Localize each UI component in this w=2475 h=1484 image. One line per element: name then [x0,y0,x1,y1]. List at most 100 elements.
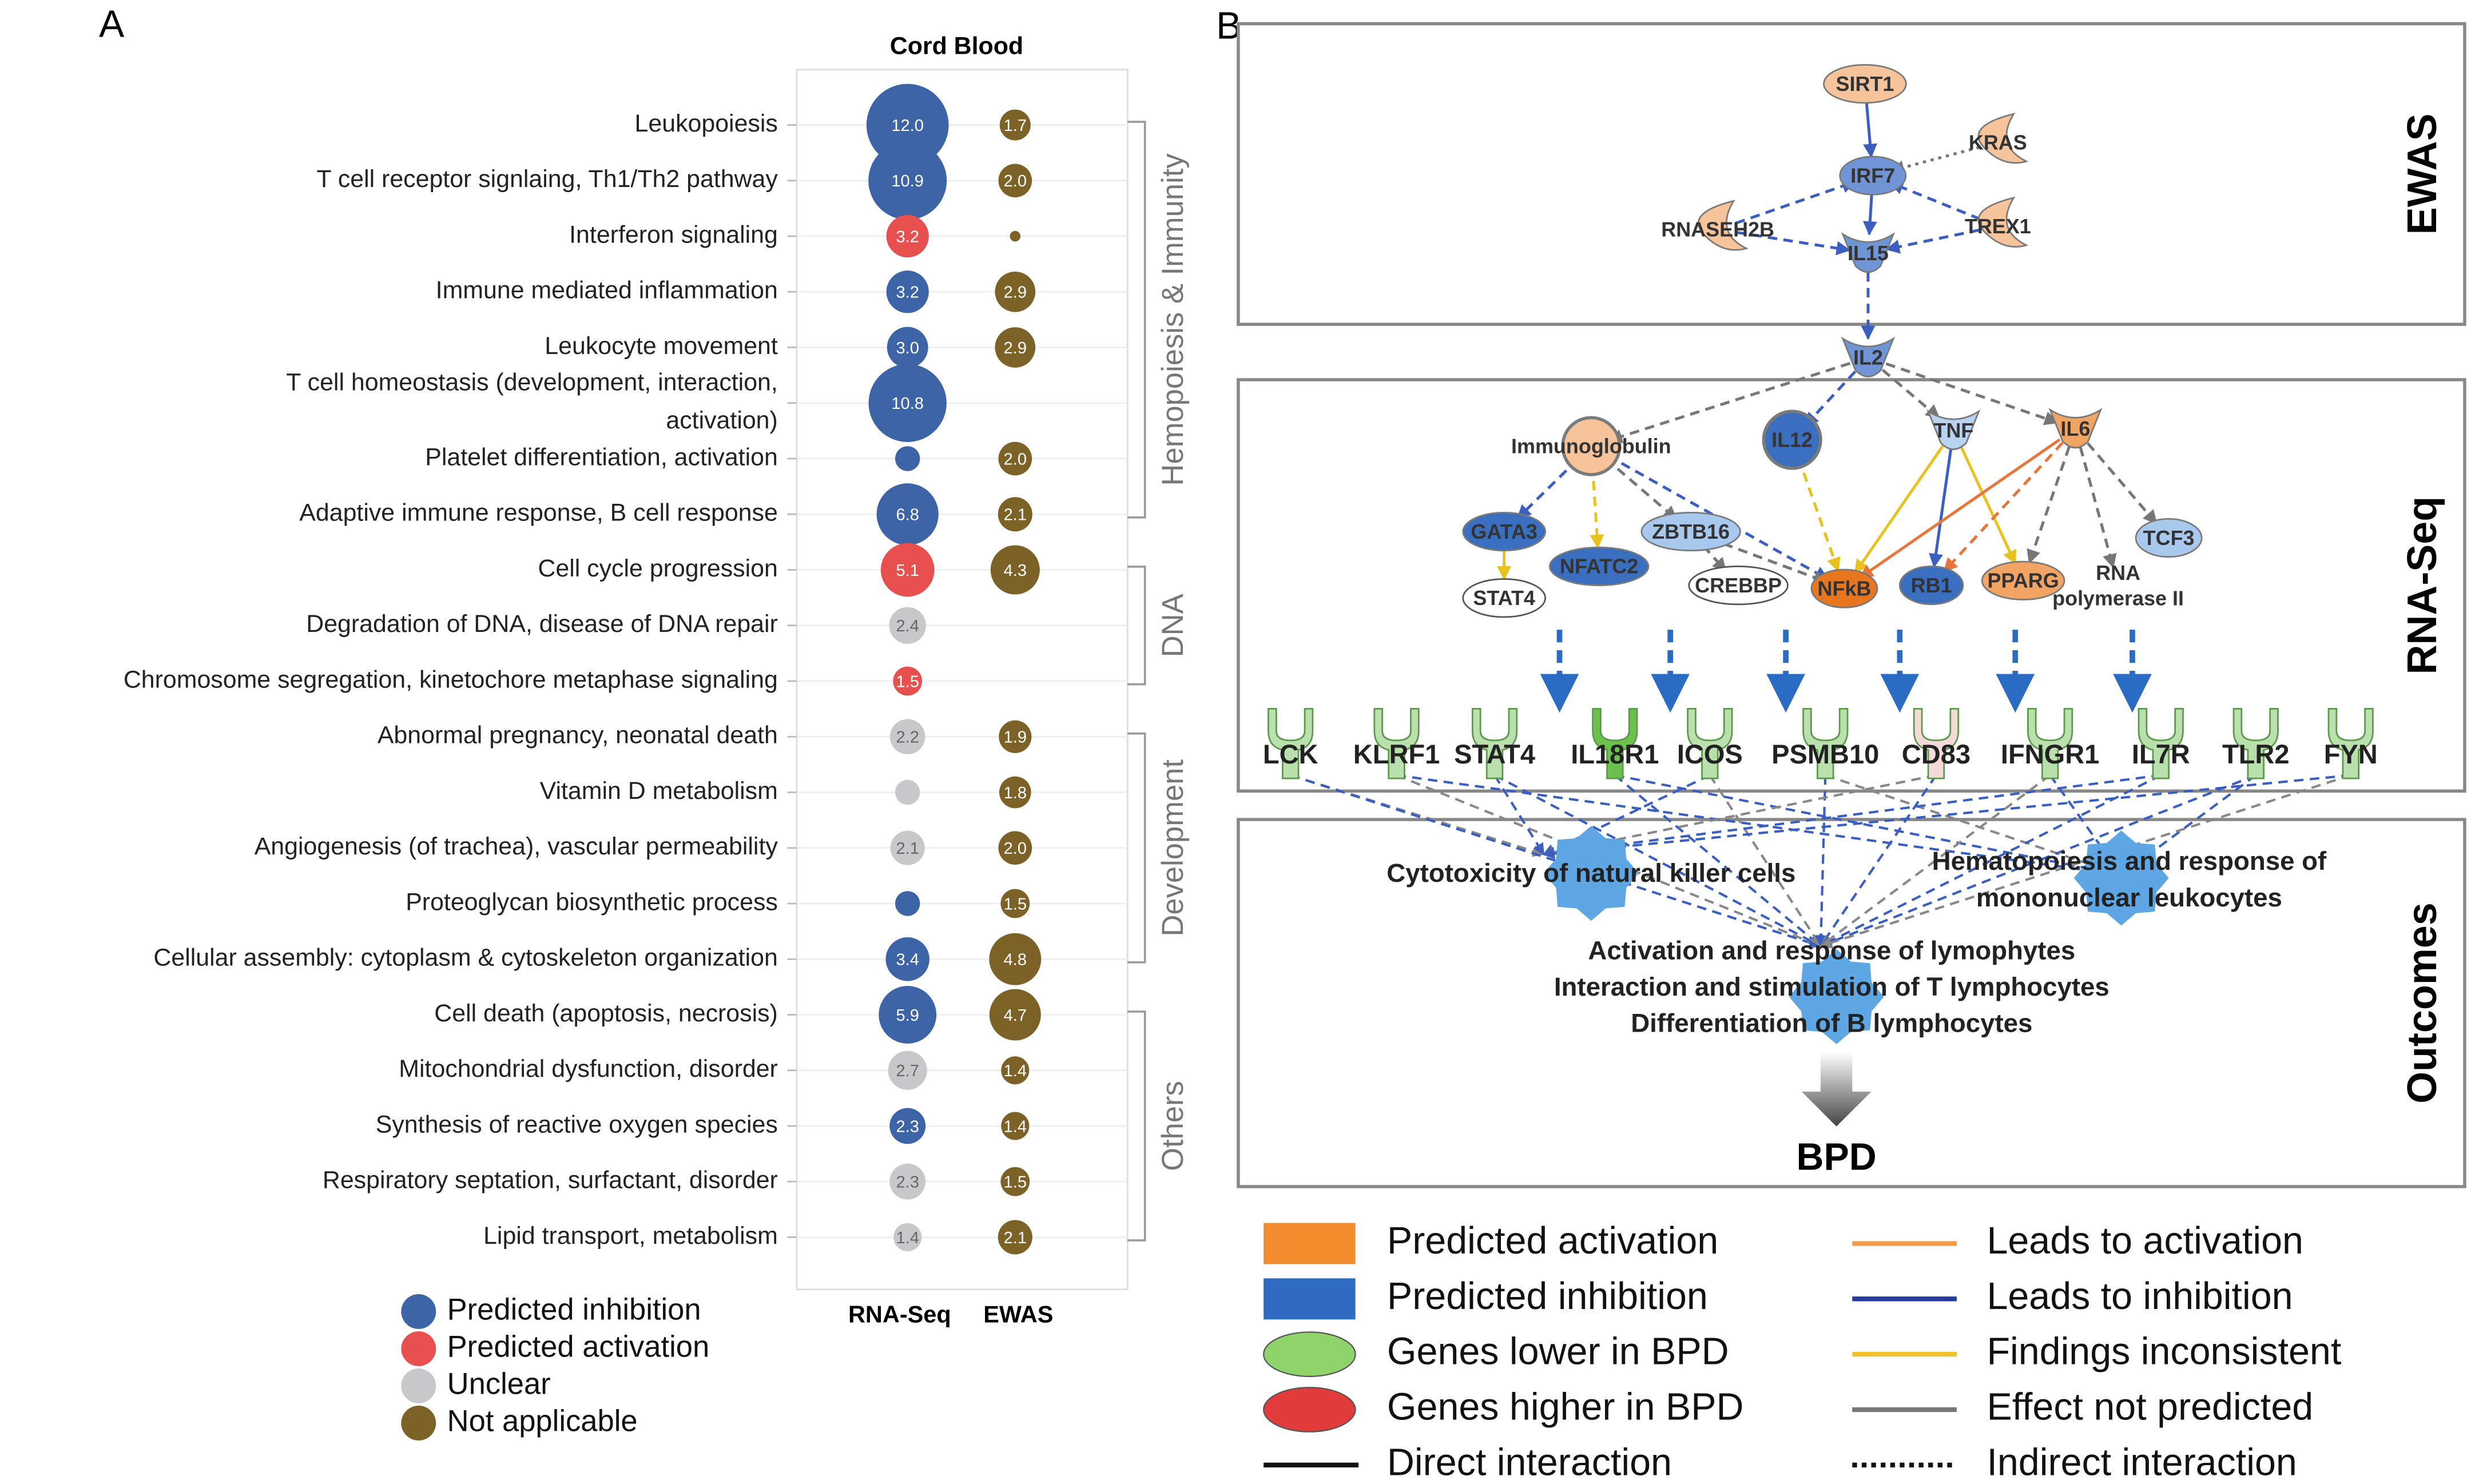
edge [1960,447,2017,565]
node-label: RB1 [1911,574,1952,597]
node-label: ZBTB16 [1652,520,1730,543]
gene-label: CD83 [1902,739,1971,769]
node-shape [1898,566,1964,606]
value-label: 1.5 [1004,895,1027,913]
category-label: Synthesis of reactive oxygen species [376,1111,778,1138]
node-shape [1841,336,1896,377]
node-shape [1548,546,1650,586]
node-shape [1926,409,1981,451]
edge [2087,442,2158,525]
node-label: GATA3 [1471,520,1538,543]
gene-label: PSMB10 [1771,739,1879,769]
value-label: 3.2 [896,284,919,302]
bubble [998,1220,1032,1255]
node-label: TNF [1933,419,1973,442]
section-box [1237,378,2466,793]
node-label: KRAS [1969,130,2027,154]
gene-shape [1802,708,1849,779]
value-label: 2.0 [1004,840,1027,858]
gene-shape [2232,708,2279,779]
bubble [1010,230,1021,242]
category-label: Angiogenesis (of trachea), vascular perm… [255,833,778,860]
category-label: Immune mediated inflammation [436,277,778,304]
result-arrow [1801,1052,1872,1127]
group-bracket [1127,121,1146,519]
outcome-icon [2073,830,2169,926]
gene-edge [1709,774,1822,948]
gene-edge [1819,774,2162,948]
category-label: Respiratory septation, surfactant, disor… [323,1167,778,1194]
value-label: 1.8 [1004,784,1027,802]
plot-frame [796,69,1129,1291]
category-label: Leukocyte movement [545,332,778,360]
gene-edge [1825,774,2123,877]
gene-label: ICOS [1677,739,1743,769]
node-shape [1823,64,1907,104]
legend-label: Direct interaction [1387,1441,1672,1483]
node-label: TREX1 [1965,214,2031,238]
outcome-label: Activation and response of lymophytes Int… [1554,936,2109,1038]
node-label: NFkB [1818,576,1872,600]
gene-edge [1542,774,2351,860]
category-label: Adaptive immune response, B cell respons… [299,499,778,527]
bubble [998,441,1032,476]
gene-label: IFNGR1 [2001,739,2099,769]
value-label: 1.5 [896,673,919,691]
bubble [895,779,920,805]
value-label: 3.0 [896,339,919,357]
legend-swatch [1263,1387,1356,1433]
gene-label: LCK [1263,739,1318,769]
node-shape [1981,560,2065,600]
result-label: BPD [1797,1136,1877,1178]
group-label: Development [1156,759,1190,937]
node-label: NFATC2 [1560,555,1638,578]
chart-title: Cord Blood [890,32,1023,59]
category-label: Chromosome segregation, kinetochore meta… [124,666,778,693]
value-label: 2.1 [1004,506,1027,524]
value-label: 4.8 [1004,951,1027,969]
node-shape [1810,568,1878,608]
legend-swatch [1263,1331,1356,1377]
section-label: Outcomes [2399,902,2445,1104]
value-label: 1.9 [1004,729,1027,747]
gene-label: TLR2 [2222,739,2290,769]
gene-label: KLRF1 [1353,739,1440,769]
panel-label: A [99,3,125,46]
category-label: Proteoglycan biosynthetic process [406,888,778,916]
gene-shape [1913,708,1960,779]
node-shape [1640,511,1741,552]
bubble [886,214,929,258]
category-label: Cell death (apoptosis, necrosis) [434,1000,778,1027]
gene-label: IL18R1 [1571,739,1659,769]
legend-label: Predicted inhibition [447,1292,701,1326]
legend-swatch [401,1368,436,1403]
legend-label: Findings inconsistent [1987,1331,2341,1373]
node-label: IL12 [1771,428,1813,451]
bubble [893,1223,922,1251]
gene-label: STAT4 [1454,739,1535,769]
bubble [989,989,1041,1041]
node-label: PPARG [1987,569,2059,592]
value-label: 2.0 [1004,450,1027,468]
legend-label: Predicted activation [447,1330,710,1363]
node-shape [1462,578,1546,618]
value-label: 3.2 [896,228,919,246]
gene-edge [1396,774,2123,880]
bubble [989,933,1042,985]
node-shape [1561,416,1622,476]
bubble [890,830,925,865]
outcome-label: Hematopoiesis and response of mononuclear… [1932,846,2327,912]
group-bracket [1127,566,1146,686]
node-shape [1841,232,1896,273]
gene-edge [1819,774,2351,949]
legend-label: Effect not predicted [1987,1386,2313,1429]
bubble [876,483,939,546]
edge [2027,446,2071,564]
bubble [999,109,1031,141]
edge [1608,361,1851,444]
legend-label: Predicted inhibition [1387,1275,1708,1318]
node-label: IL6 [2060,417,2090,440]
edge [1889,181,1981,221]
